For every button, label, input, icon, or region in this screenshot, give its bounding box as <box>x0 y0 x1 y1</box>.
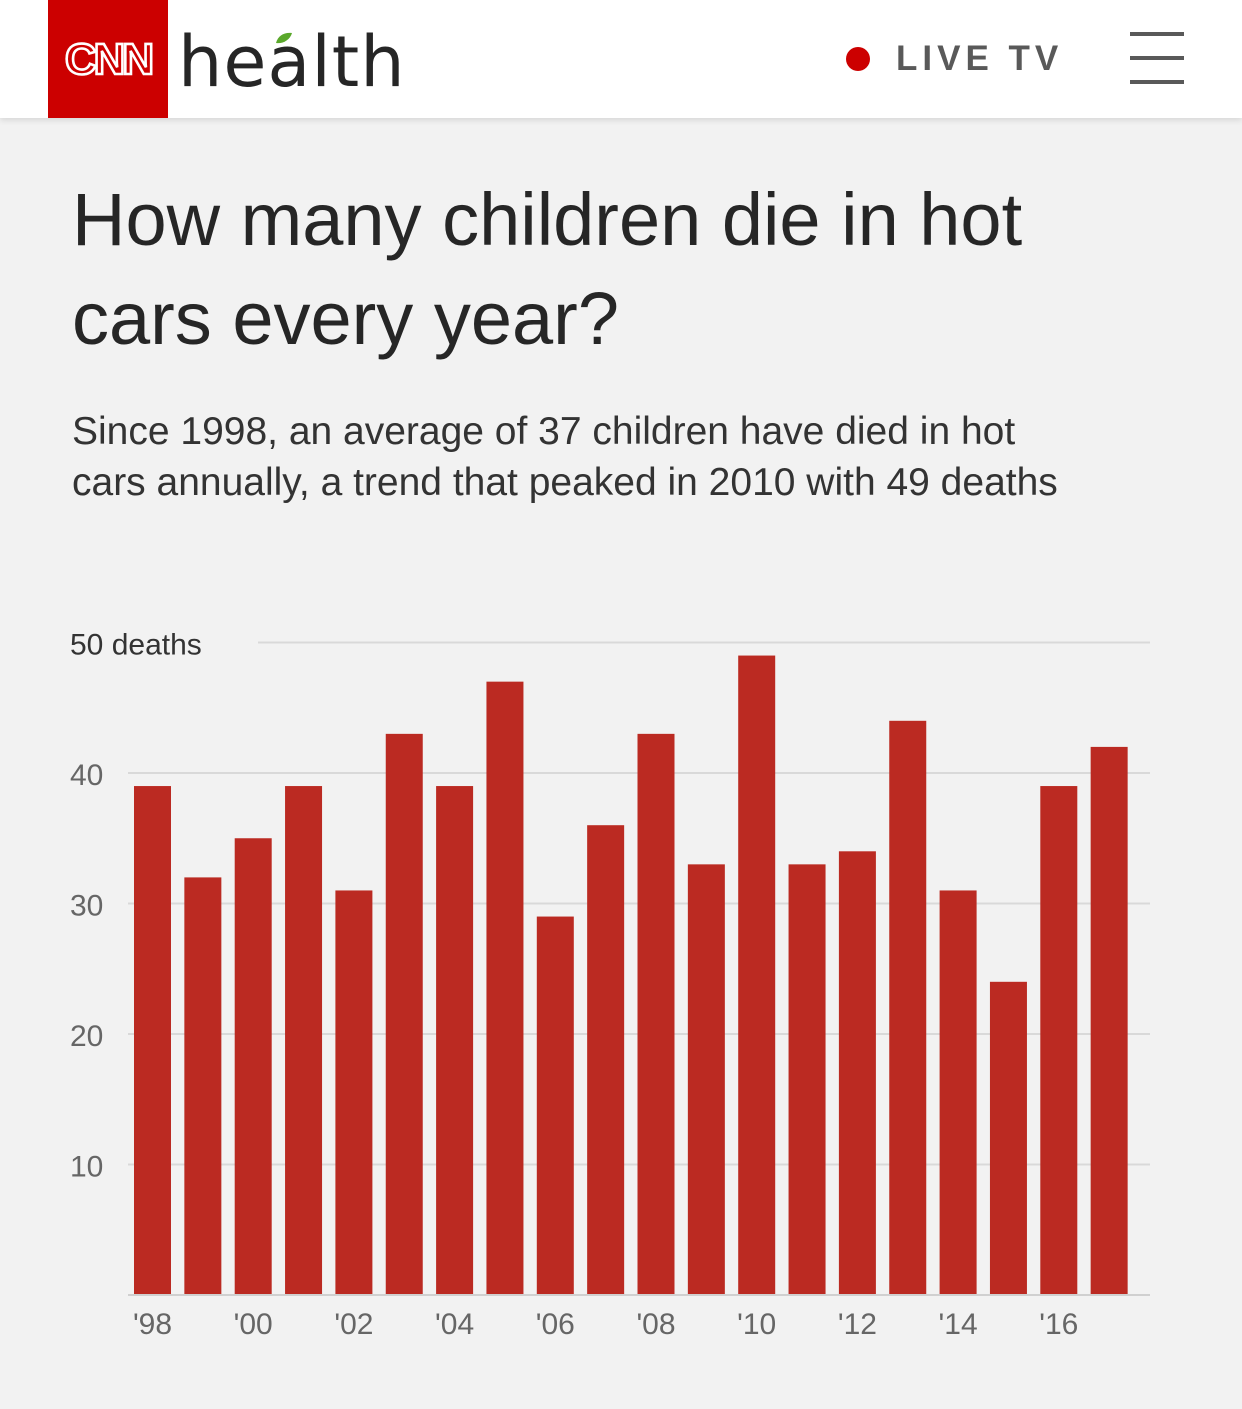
bar <box>788 864 826 1295</box>
page-subtitle: Since 1998, an average of 37 children ha… <box>72 410 1058 504</box>
x-tick-label: '14 <box>939 1308 978 1341</box>
leaf-icon <box>276 32 292 44</box>
page-title: How many children die in hot cars every … <box>72 178 1023 360</box>
y-tick-label: 30 <box>70 890 103 923</box>
x-tick-label: '02 <box>334 1308 373 1341</box>
section-name[interactable]: health <box>178 21 406 103</box>
cnn-logo-background <box>48 0 168 118</box>
bar <box>687 864 725 1295</box>
y-tick-label: 20 <box>70 1020 103 1053</box>
x-tick-label: '04 <box>435 1308 474 1341</box>
bar <box>1040 786 1078 1295</box>
bar <box>486 681 524 1295</box>
x-tick-label: '10 <box>737 1308 776 1341</box>
live-tv-link[interactable]: LIVE TV <box>846 36 1063 82</box>
bar <box>939 890 977 1295</box>
cnn-logo-icon[interactable]: CNN <box>48 0 168 118</box>
menu-icon[interactable] <box>1130 32 1184 84</box>
bar <box>184 877 222 1295</box>
x-tick-label: '00 <box>234 1308 273 1341</box>
x-tick-label: '98 <box>133 1308 172 1341</box>
x-tick-label: '08 <box>636 1308 675 1341</box>
cnn-logo-graphic: CNN <box>48 0 168 118</box>
y-tick-label: 10 <box>70 1151 103 1184</box>
bar <box>587 825 625 1295</box>
menu-icon-bar-top <box>1130 32 1184 36</box>
bar <box>989 981 1027 1295</box>
bar-chart: 50 deaths 40 30 20 10 '98 '00 '02 '04 '06 '08 '10 '1… <box>70 629 1150 1341</box>
bar <box>234 838 272 1295</box>
menu-icon-bar-bottom <box>1130 80 1184 84</box>
bar <box>838 851 876 1295</box>
bar <box>889 720 927 1295</box>
site-header: CNN health LIVE TV <box>0 0 1242 118</box>
bar <box>436 786 474 1295</box>
bar <box>738 655 776 1295</box>
bar <box>134 786 171 1295</box>
cnn-logo-text: CNN <box>65 35 152 84</box>
bar <box>637 733 675 1295</box>
x-tick-label: '06 <box>536 1308 575 1341</box>
live-tv-label: LIVE TV <box>896 39 1064 78</box>
bar <box>335 890 373 1295</box>
bar <box>1090 746 1128 1295</box>
menu-icon-bar-middle <box>1130 56 1184 60</box>
bar <box>385 733 423 1295</box>
y-tick-label: 40 <box>70 759 103 792</box>
x-tick-label: '12 <box>838 1308 877 1341</box>
y-tick-label: 50 deaths <box>70 629 202 662</box>
x-tick-label: '16 <box>1039 1308 1078 1341</box>
live-dot-icon <box>846 47 870 71</box>
bar <box>285 786 323 1295</box>
bar <box>536 916 574 1295</box>
